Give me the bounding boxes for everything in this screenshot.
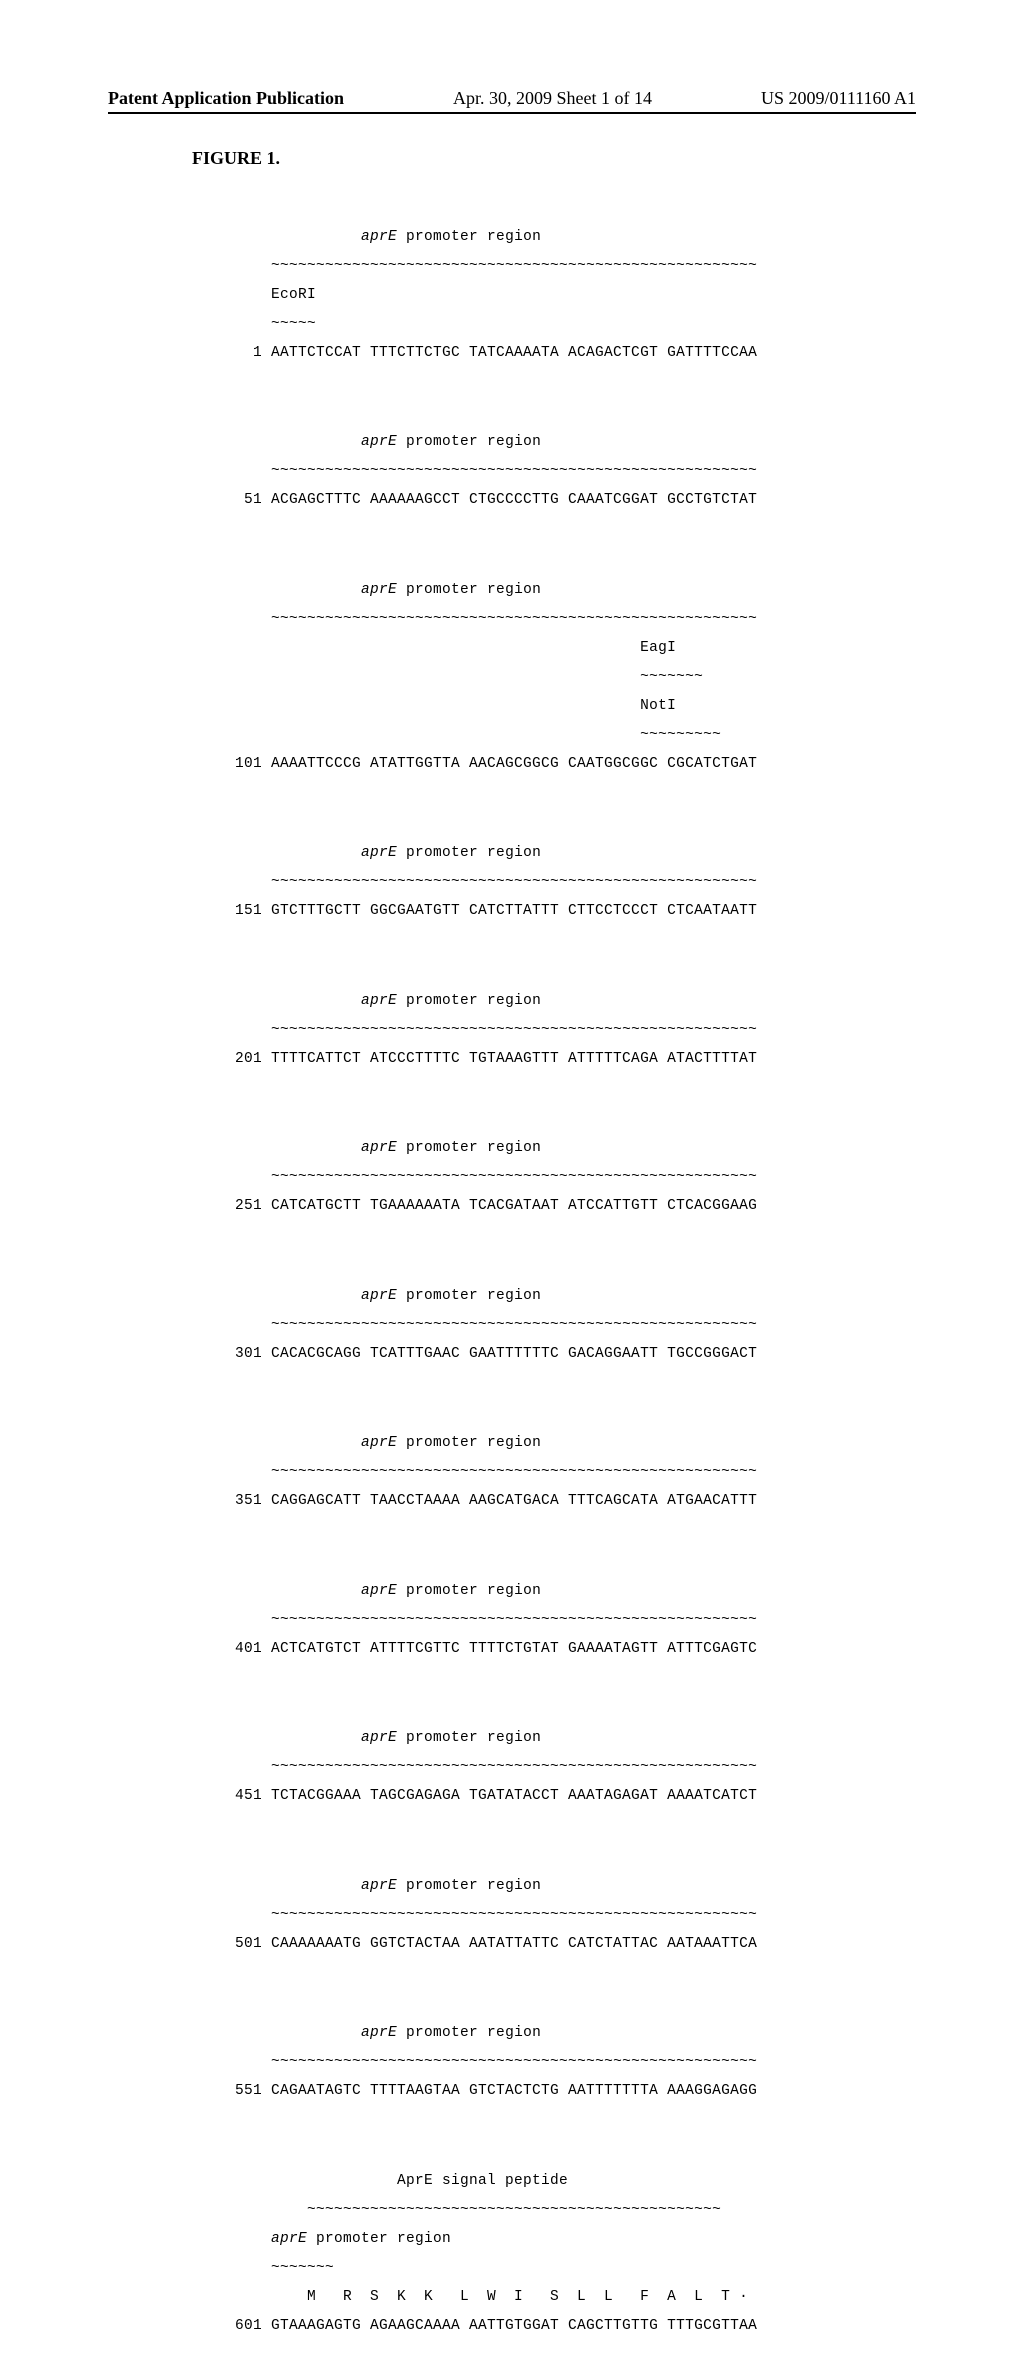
eagi-tilde: ~~~~~~~ xyxy=(235,670,757,685)
seq-block-201: aprE promoter region ~~~~~~~~~~~~~~~~~~~… xyxy=(235,979,757,1081)
header-right: US 2009/0111160 A1 xyxy=(761,88,916,109)
seq-line-151: 151 GTCTTTGCTT GGCGAATGTT CATCTTATTT CTT… xyxy=(235,904,757,919)
apre-anno: aprE promoter region xyxy=(235,1584,757,1599)
seq-block-51: aprE promoter region ~~~~~~~~~~~~~~~~~~~… xyxy=(235,421,757,523)
tilde-line: ~~~~~~~~~~~~~~~~~~~~~~~~~~~~~~~~~~~~~~~~… xyxy=(235,612,757,627)
apre-italic: aprE xyxy=(361,1140,397,1156)
eagi-label: EagI xyxy=(235,641,757,656)
seq-line-51: 51 ACGAGCTTTC AAAAAAGCCT CTGCCCCTTG CAAA… xyxy=(235,493,757,508)
promoter-text: promoter region xyxy=(397,229,541,245)
tilde-line: ~~~~~~~~~~~~~~~~~~~~~~~~~~~~~~~~~~~~~~~~… xyxy=(235,464,757,479)
promoter-text: promoter region xyxy=(397,1435,541,1451)
tilde-line: ~~~~~~~~~~~~~~~~~~~~~~~~~~~~~~~~~~~~~~~~… xyxy=(235,1760,757,1775)
apre-anno: aprE promoter region xyxy=(235,435,757,450)
noti-tilde: ~~~~~~~~~ xyxy=(235,728,757,743)
apre-italic: aprE xyxy=(361,845,397,861)
promoter-text: promoter region xyxy=(397,845,541,861)
apre-anno: aprE promoter region xyxy=(235,1879,757,1894)
seq-block-601: AprE signal peptide ~~~~~~~~~~~~~~~~~~~~… xyxy=(235,2159,757,2348)
promoter-text: promoter region xyxy=(307,2231,451,2247)
short-tilde-601: ~~~~~~~ xyxy=(235,2261,757,2276)
figure-label: FIGURE 1. xyxy=(192,148,280,169)
seq-line-401: 401 ACTCATGTCT ATTTTCGTTC TTTTCTGTAT GAA… xyxy=(235,1642,757,1657)
tilde-line: ~~~~~~~~~~~~~~~~~~~~~~~~~~~~~~~~~~~~~~~~… xyxy=(235,1170,757,1185)
seq-line-251: 251 CATCATGCTT TGAAAAAATA TCACGATAAT ATC… xyxy=(235,1199,757,1214)
signal-tilde: ~~~~~~~~~~~~~~~~~~~~~~~~~~~~~~~~~~~~~~~~… xyxy=(235,2203,757,2218)
promoter-text: promoter region xyxy=(397,434,541,450)
promoter-text: promoter region xyxy=(397,582,541,598)
signal-peptide-label: AprE signal peptide xyxy=(235,2174,757,2189)
promoter-text: promoter region xyxy=(397,1288,541,1304)
seq-block-401: aprE promoter region ~~~~~~~~~~~~~~~~~~~… xyxy=(235,1569,757,1671)
apre-anno: aprE promoter region xyxy=(235,1731,757,1746)
seq-block-301: aprE promoter region ~~~~~~~~~~~~~~~~~~~… xyxy=(235,1274,757,1376)
apre-anno: aprE promoter region xyxy=(235,1436,757,1451)
seq-block-351: aprE promoter region ~~~~~~~~~~~~~~~~~~~… xyxy=(235,1422,757,1524)
apre-italic: aprE xyxy=(361,229,397,245)
promoter-text: promoter region xyxy=(397,1730,541,1746)
ecori-label: EcoRI xyxy=(235,288,757,303)
promoter-text: promoter region xyxy=(397,1583,541,1599)
apre-italic: aprE xyxy=(361,993,397,1009)
apre-anno: aprE promoter region xyxy=(235,1141,757,1156)
apre-italic: aprE xyxy=(361,582,397,598)
page-header: Patent Application Publication Apr. 30, … xyxy=(0,88,1024,109)
seq-line-1: 1 AATTCTCCAT TTTCTTCTGC TATCAAAATA ACAGA… xyxy=(235,346,757,361)
apre-italic: aprE xyxy=(271,2231,307,2247)
seq-line-451: 451 TCTACGGAAA TAGCGAGAGA TGATATACCT AAA… xyxy=(235,1789,757,1804)
seq-block-101: aprE promoter region ~~~~~~~~~~~~~~~~~~~… xyxy=(235,568,757,786)
promoter-text: promoter region xyxy=(397,2025,541,2041)
tilde-line: ~~~~~~~~~~~~~~~~~~~~~~~~~~~~~~~~~~~~~~~~… xyxy=(235,875,757,890)
seq-line-501: 501 CAAAAAAATG GGTCTACTAA AATATTATTC CAT… xyxy=(235,1937,757,1952)
tilde-line: ~~~~~~~~~~~~~~~~~~~~~~~~~~~~~~~~~~~~~~~~… xyxy=(235,259,757,274)
apre-anno: aprE promoter region xyxy=(235,1289,757,1304)
apre-italic: aprE xyxy=(361,1730,397,1746)
seq-line-201: 201 TTTTCATTCT ATCCCTTTTC TGTAAAGTTT ATT… xyxy=(235,1052,757,1067)
aa-line: M R S K K L W I S L L F A L T · xyxy=(235,2290,757,2305)
apre-italic: aprE xyxy=(361,1583,397,1599)
apre-anno-601: aprE promoter region xyxy=(235,2232,757,2247)
header-rule xyxy=(108,112,916,114)
seq-line-301: 301 CACACGCAGG TCATTTGAAC GAATTTTTTC GAC… xyxy=(235,1347,757,1362)
apre-anno: aprE promoter region xyxy=(235,2026,757,2041)
header-center: Apr. 30, 2009 Sheet 1 of 14 xyxy=(453,88,652,109)
promoter-text: promoter region xyxy=(397,1878,541,1894)
seq-line-551: 551 CAGAATAGTC TTTTAAGTAA GTCTACTCTG AAT… xyxy=(235,2084,757,2099)
apre-anno: aprE promoter region xyxy=(235,846,757,861)
tilde-line: ~~~~~~~~~~~~~~~~~~~~~~~~~~~~~~~~~~~~~~~~… xyxy=(235,1908,757,1923)
apre-anno: aprE promoter region xyxy=(235,994,757,1009)
header-left: Patent Application Publication xyxy=(108,88,344,109)
promoter-text: promoter region xyxy=(397,1140,541,1156)
apre-italic: aprE xyxy=(361,1435,397,1451)
seq-line-351: 351 CAGGAGCATT TAACCTAAAA AAGCATGACA TTT… xyxy=(235,1494,757,1509)
seq-block-251: aprE promoter region ~~~~~~~~~~~~~~~~~~~… xyxy=(235,1127,757,1229)
tilde-line: ~~~~~~~~~~~~~~~~~~~~~~~~~~~~~~~~~~~~~~~~… xyxy=(235,1613,757,1628)
ecori-tilde: ~~~~~ xyxy=(235,317,757,332)
apre-italic: aprE xyxy=(361,1288,397,1304)
apre-italic: aprE xyxy=(361,1878,397,1894)
apre-anno: aprE promoter region xyxy=(235,230,757,245)
apre-italic: aprE xyxy=(361,2025,397,2041)
seq-block-151: aprE promoter region ~~~~~~~~~~~~~~~~~~~… xyxy=(235,832,757,934)
apre-anno: aprE promoter region xyxy=(235,583,757,598)
seq-line-601: 601 GTAAAGAGTG AGAAGCAAAA AATTGTGGAT CAG… xyxy=(235,2319,757,2334)
tilde-line: ~~~~~~~~~~~~~~~~~~~~~~~~~~~~~~~~~~~~~~~~… xyxy=(235,2055,757,2070)
tilde-line: ~~~~~~~~~~~~~~~~~~~~~~~~~~~~~~~~~~~~~~~~… xyxy=(235,1465,757,1480)
sequence-listing: aprE promoter region ~~~~~~~~~~~~~~~~~~~… xyxy=(235,186,757,2379)
seq-block-551: aprE promoter region ~~~~~~~~~~~~~~~~~~~… xyxy=(235,2012,757,2114)
seq-block-501: aprE promoter region ~~~~~~~~~~~~~~~~~~~… xyxy=(235,1864,757,1966)
tilde-line: ~~~~~~~~~~~~~~~~~~~~~~~~~~~~~~~~~~~~~~~~… xyxy=(235,1023,757,1038)
seq-line-101: 101 AAAATTCCCG ATATTGGTTA AACAGCGGCG CAA… xyxy=(235,757,757,772)
seq-block-1: aprE promoter region ~~~~~~~~~~~~~~~~~~~… xyxy=(235,215,757,375)
seq-block-451: aprE promoter region ~~~~~~~~~~~~~~~~~~~… xyxy=(235,1717,757,1819)
promoter-text: promoter region xyxy=(397,993,541,1009)
noti-label: NotI xyxy=(235,699,757,714)
apre-italic: aprE xyxy=(361,434,397,450)
